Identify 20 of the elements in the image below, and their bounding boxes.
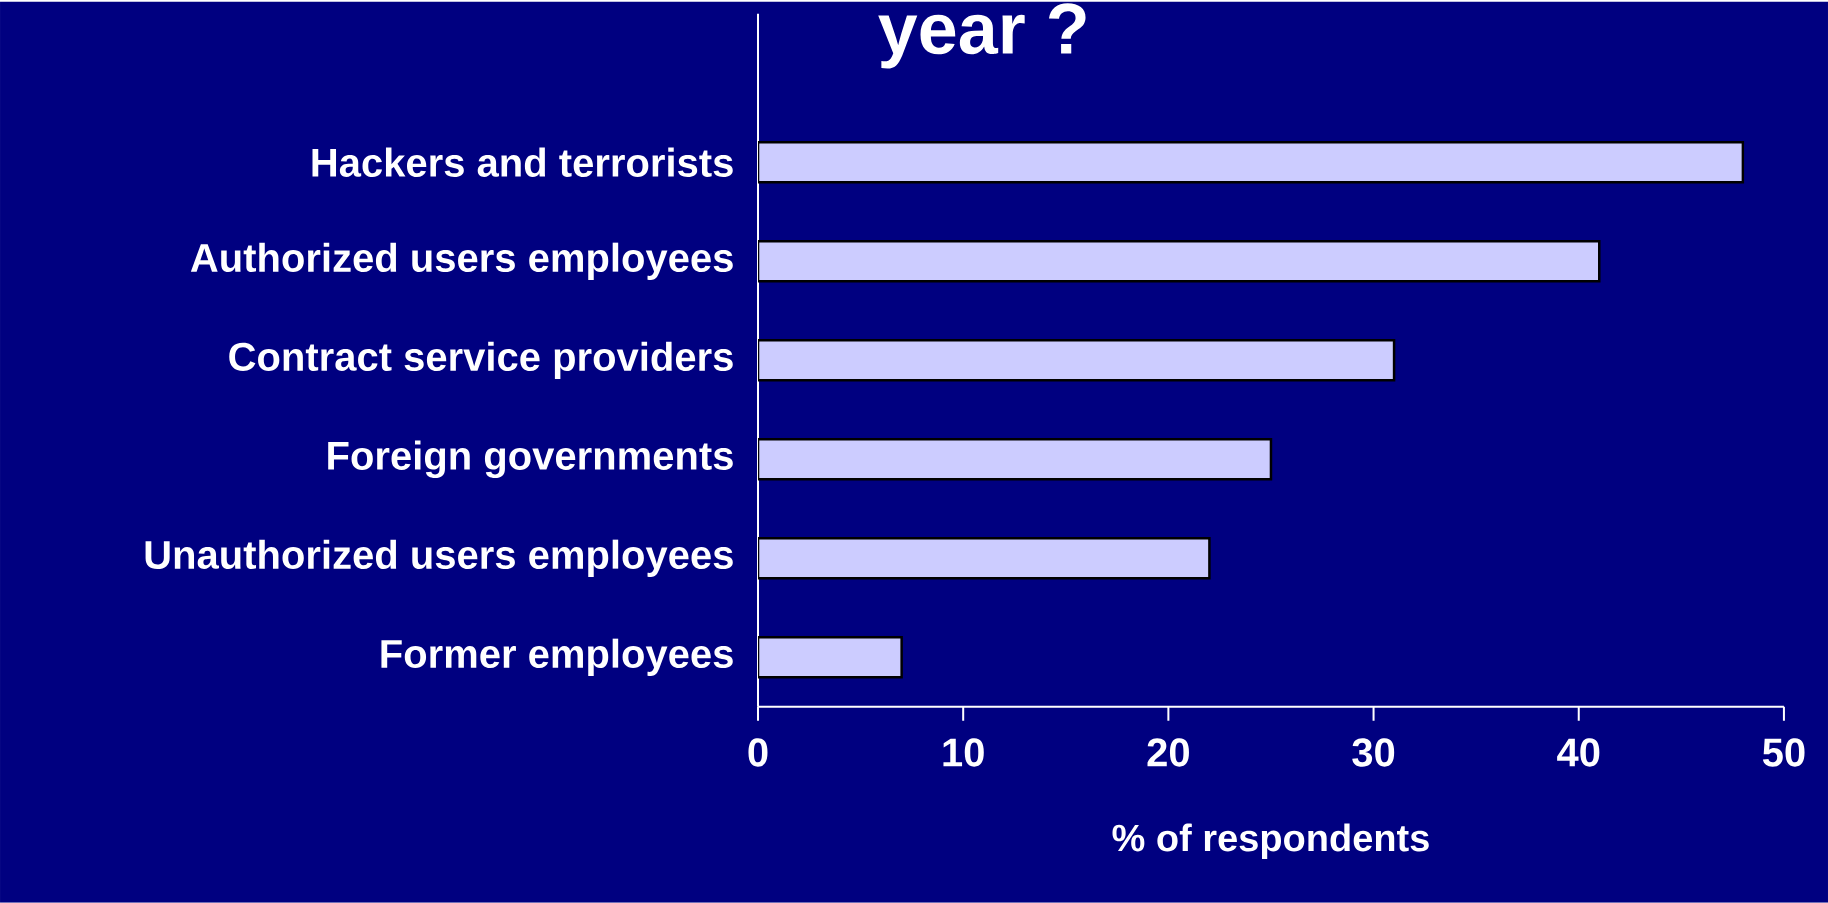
bar [758, 240, 1601, 283]
bar [758, 636, 903, 679]
y-tick-label: Foreign governments [328, 440, 733, 479]
y-tick-label: Former employees [381, 638, 733, 677]
y-tick-label: Contract service providers [229, 341, 733, 380]
x-tick-label: 20 [1147, 738, 1189, 767]
chart-title: year ? [878, 3, 1086, 69]
x-tick-label: 0 [748, 738, 768, 767]
x-tick-label: 40 [1557, 738, 1600, 767]
bar [758, 537, 1211, 580]
x-tick-label: 50 [1762, 738, 1805, 767]
x-axis-title: % of respondents [1112, 823, 1429, 860]
y-tick-label: Hackers and terrorists [312, 147, 733, 178]
bar [758, 141, 1745, 184]
x-tick-label: 10 [943, 738, 984, 767]
x-tick-label: 30 [1352, 738, 1395, 767]
bar [758, 339, 1396, 382]
y-tick-label: Unauthorized users employees [145, 539, 733, 578]
y-tick-label: Authorized users employees [190, 242, 733, 281]
bar [758, 438, 1273, 481]
